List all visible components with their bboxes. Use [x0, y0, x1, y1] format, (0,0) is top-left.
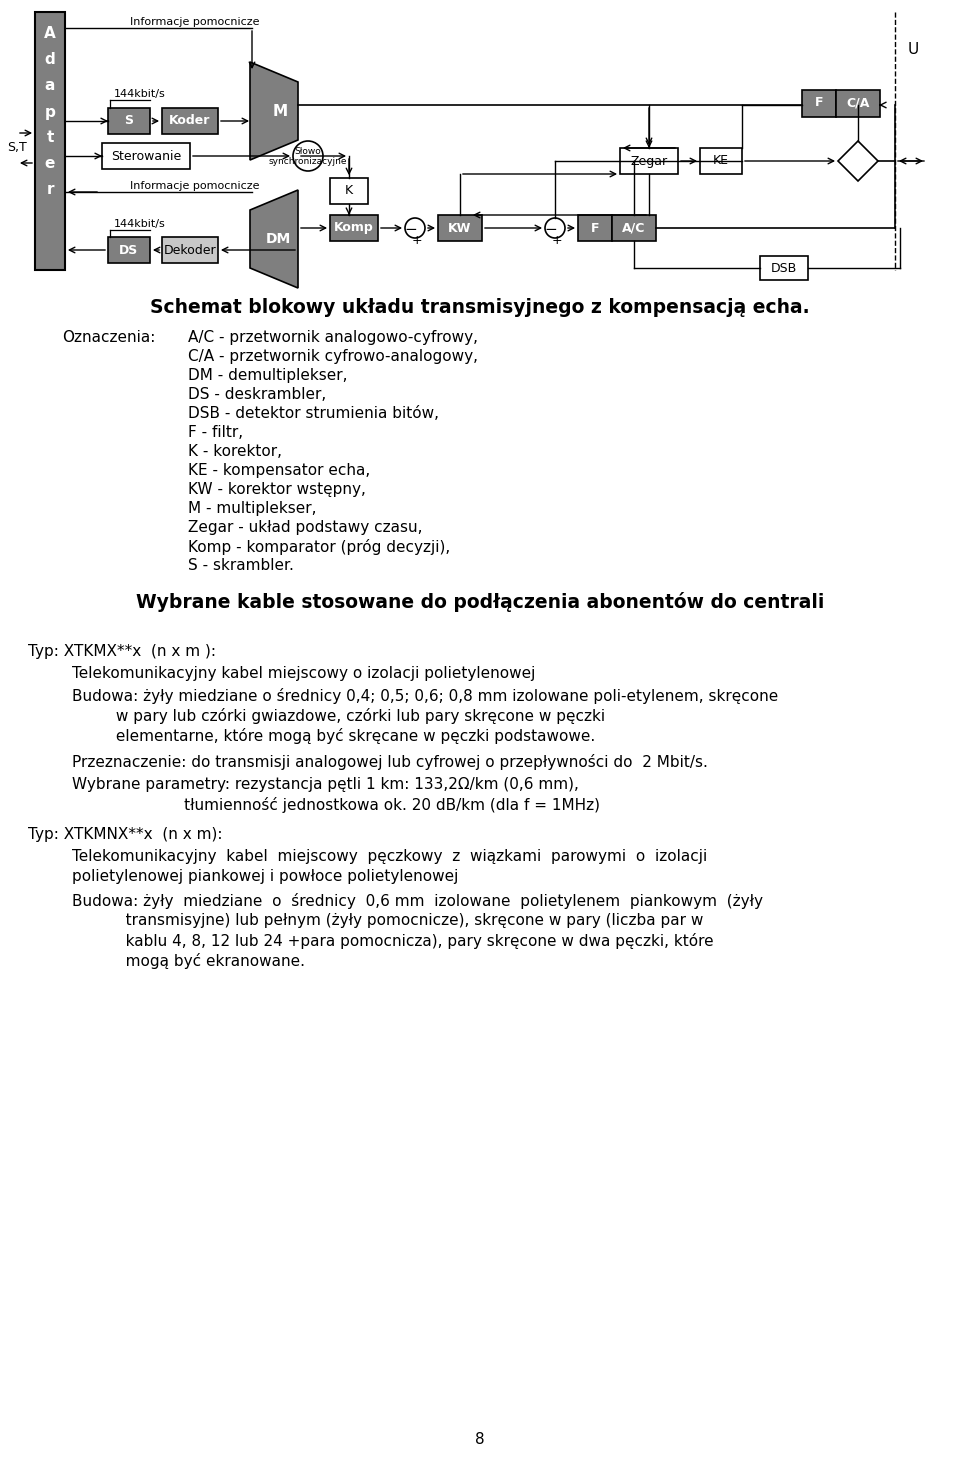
Text: d: d [44, 53, 56, 67]
Text: F: F [815, 97, 824, 110]
FancyBboxPatch shape [612, 215, 656, 242]
Text: Schemat blokowy układu transmisyjnego z kompensacją echa.: Schemat blokowy układu transmisyjnego z … [150, 297, 810, 316]
Text: Informacje pomocnicze: Informacje pomocnicze [131, 18, 260, 26]
Text: Oznaczenia:: Oznaczenia: [62, 330, 156, 344]
Text: −: − [404, 221, 418, 236]
Polygon shape [838, 141, 878, 182]
Text: KE - kompensator echa,: KE - kompensator echa, [188, 463, 371, 478]
FancyBboxPatch shape [438, 215, 482, 242]
FancyBboxPatch shape [330, 215, 378, 242]
Text: Budowa: żyły miedziane o średnicy 0,4; 0,5; 0,6; 0,8 mm izolowane poli-etylenem,: Budowa: żyły miedziane o średnicy 0,4; 0… [72, 689, 779, 705]
FancyBboxPatch shape [35, 12, 65, 270]
Text: tłumienność jednostkowa ok. 20 dB/km (dla f = 1MHz): tłumienność jednostkowa ok. 20 dB/km (dl… [72, 797, 600, 813]
Text: DM - demultiplekser,: DM - demultiplekser, [188, 368, 348, 382]
FancyBboxPatch shape [620, 148, 678, 174]
FancyBboxPatch shape [102, 144, 190, 168]
Text: K - korektor,: K - korektor, [188, 444, 282, 459]
Text: M - multiplekser,: M - multiplekser, [188, 501, 317, 516]
Text: U: U [907, 42, 919, 57]
FancyBboxPatch shape [700, 148, 742, 174]
Text: Sterowanie: Sterowanie [110, 149, 181, 163]
Text: Komp: Komp [334, 221, 373, 234]
Text: +: + [552, 233, 563, 246]
Text: Telekomunikacyjny  kabel  miejscowy  pęczkowy  z  wiązkami  parowymi  o  izolacj: Telekomunikacyjny kabel miejscowy pęczko… [72, 850, 708, 864]
Text: DM: DM [265, 231, 291, 246]
Text: Zegar - układ podstawy czasu,: Zegar - układ podstawy czasu, [188, 520, 422, 535]
Text: S - skrambler.: S - skrambler. [188, 558, 294, 573]
Text: DSB: DSB [771, 261, 797, 274]
Text: DS: DS [119, 243, 138, 256]
Polygon shape [250, 62, 298, 160]
Circle shape [293, 141, 323, 171]
Text: F: F [590, 221, 599, 234]
Text: Informacje pomocnicze: Informacje pomocnicze [131, 182, 260, 190]
Text: KW - korektor wstępny,: KW - korektor wstępny, [188, 482, 366, 497]
Text: Zegar: Zegar [631, 154, 667, 167]
Text: r: r [46, 183, 54, 198]
Text: Dekoder: Dekoder [164, 243, 216, 256]
FancyBboxPatch shape [760, 256, 808, 280]
Text: −: − [544, 221, 558, 236]
Polygon shape [250, 190, 298, 289]
Circle shape [405, 218, 425, 237]
FancyBboxPatch shape [162, 108, 218, 133]
Text: mogą być ekranowane.: mogą być ekranowane. [72, 954, 305, 968]
Text: transmisyjne) lub pełnym (żyły pomocnicze), skręcone w pary (liczba par w: transmisyjne) lub pełnym (żyły pomocnicz… [72, 913, 704, 927]
FancyBboxPatch shape [162, 237, 218, 264]
Text: Słowo: Słowo [295, 148, 322, 157]
Text: DS - deskrambler,: DS - deskrambler, [188, 387, 326, 401]
FancyBboxPatch shape [330, 179, 368, 204]
Text: DSB - detektor strumienia bitów,: DSB - detektor strumienia bitów, [188, 406, 439, 420]
Text: p: p [44, 104, 56, 120]
Text: Typ: XTKMX**x  (n x m ):: Typ: XTKMX**x (n x m ): [28, 645, 216, 659]
Text: C/A - przetwornik cyfrowo-analogowy,: C/A - przetwornik cyfrowo-analogowy, [188, 349, 478, 363]
Text: S: S [125, 114, 133, 127]
Text: a: a [45, 79, 55, 94]
Text: M: M [273, 104, 288, 119]
Text: 144kbit/s: 144kbit/s [114, 89, 166, 100]
Text: K: K [345, 185, 353, 198]
Text: KE: KE [713, 154, 729, 167]
Text: t: t [46, 130, 54, 145]
FancyBboxPatch shape [108, 237, 150, 264]
FancyBboxPatch shape [108, 108, 150, 133]
Text: A: A [44, 26, 56, 41]
Text: kablu 4, 8, 12 lub 24 +para pomocnicza), pary skręcone w dwa pęczki, które: kablu 4, 8, 12 lub 24 +para pomocnicza),… [72, 933, 713, 949]
Text: polietylenowej piankowej i powłoce polietylenowej: polietylenowej piankowej i powłoce polie… [72, 869, 458, 883]
Text: Telekomunikacyjny kabel miejscowy o izolacji polietylenowej: Telekomunikacyjny kabel miejscowy o izol… [72, 667, 536, 681]
Text: A/C - przetwornik analogowo-cyfrowy,: A/C - przetwornik analogowo-cyfrowy, [188, 330, 478, 344]
Text: Typ: XTKMNX**x  (n x m):: Typ: XTKMNX**x (n x m): [28, 828, 223, 842]
Text: w pary lub czórki gwiazdowe, czórki lub pary skręcone w pęczki: w pary lub czórki gwiazdowe, czórki lub … [72, 708, 605, 724]
Text: S,T: S,T [7, 142, 27, 154]
Text: Budowa: żyły  miedziane  o  średnicy  0,6 mm  izolowane  polietylenem  piankowym: Budowa: żyły miedziane o średnicy 0,6 mm… [72, 894, 763, 908]
Text: synchronizacyjne: synchronizacyjne [269, 158, 348, 167]
Text: C/A: C/A [847, 97, 870, 110]
Text: 144kbit/s: 144kbit/s [114, 218, 166, 229]
FancyBboxPatch shape [802, 89, 836, 117]
Text: elementarne, które mogą być skręcane w pęczki podstawowe.: elementarne, które mogą być skręcane w p… [72, 728, 595, 744]
Text: Komp - komparator (próg decyzji),: Komp - komparator (próg decyzji), [188, 539, 450, 555]
FancyBboxPatch shape [836, 89, 880, 117]
Text: F - filtr,: F - filtr, [188, 425, 243, 440]
Text: e: e [45, 157, 55, 171]
Text: Koder: Koder [169, 114, 210, 127]
Text: 8: 8 [475, 1433, 485, 1447]
Text: +: + [412, 233, 422, 246]
Text: Wybrane kable stosowane do podłączenia abonentów do centrali: Wybrane kable stosowane do podłączenia a… [135, 592, 825, 612]
FancyBboxPatch shape [578, 215, 612, 242]
Circle shape [545, 218, 565, 237]
Text: Wybrane parametry: rezystancja pętli 1 km: 133,2Ω/km (0,6 mm),: Wybrane parametry: rezystancja pętli 1 k… [72, 776, 579, 793]
Text: KW: KW [448, 221, 471, 234]
Text: Przeznaczenie: do transmisji analogowej lub cyfrowej o przepływności do  2 Mbit/: Przeznaczenie: do transmisji analogowej … [72, 754, 708, 771]
Text: A/C: A/C [622, 221, 646, 234]
